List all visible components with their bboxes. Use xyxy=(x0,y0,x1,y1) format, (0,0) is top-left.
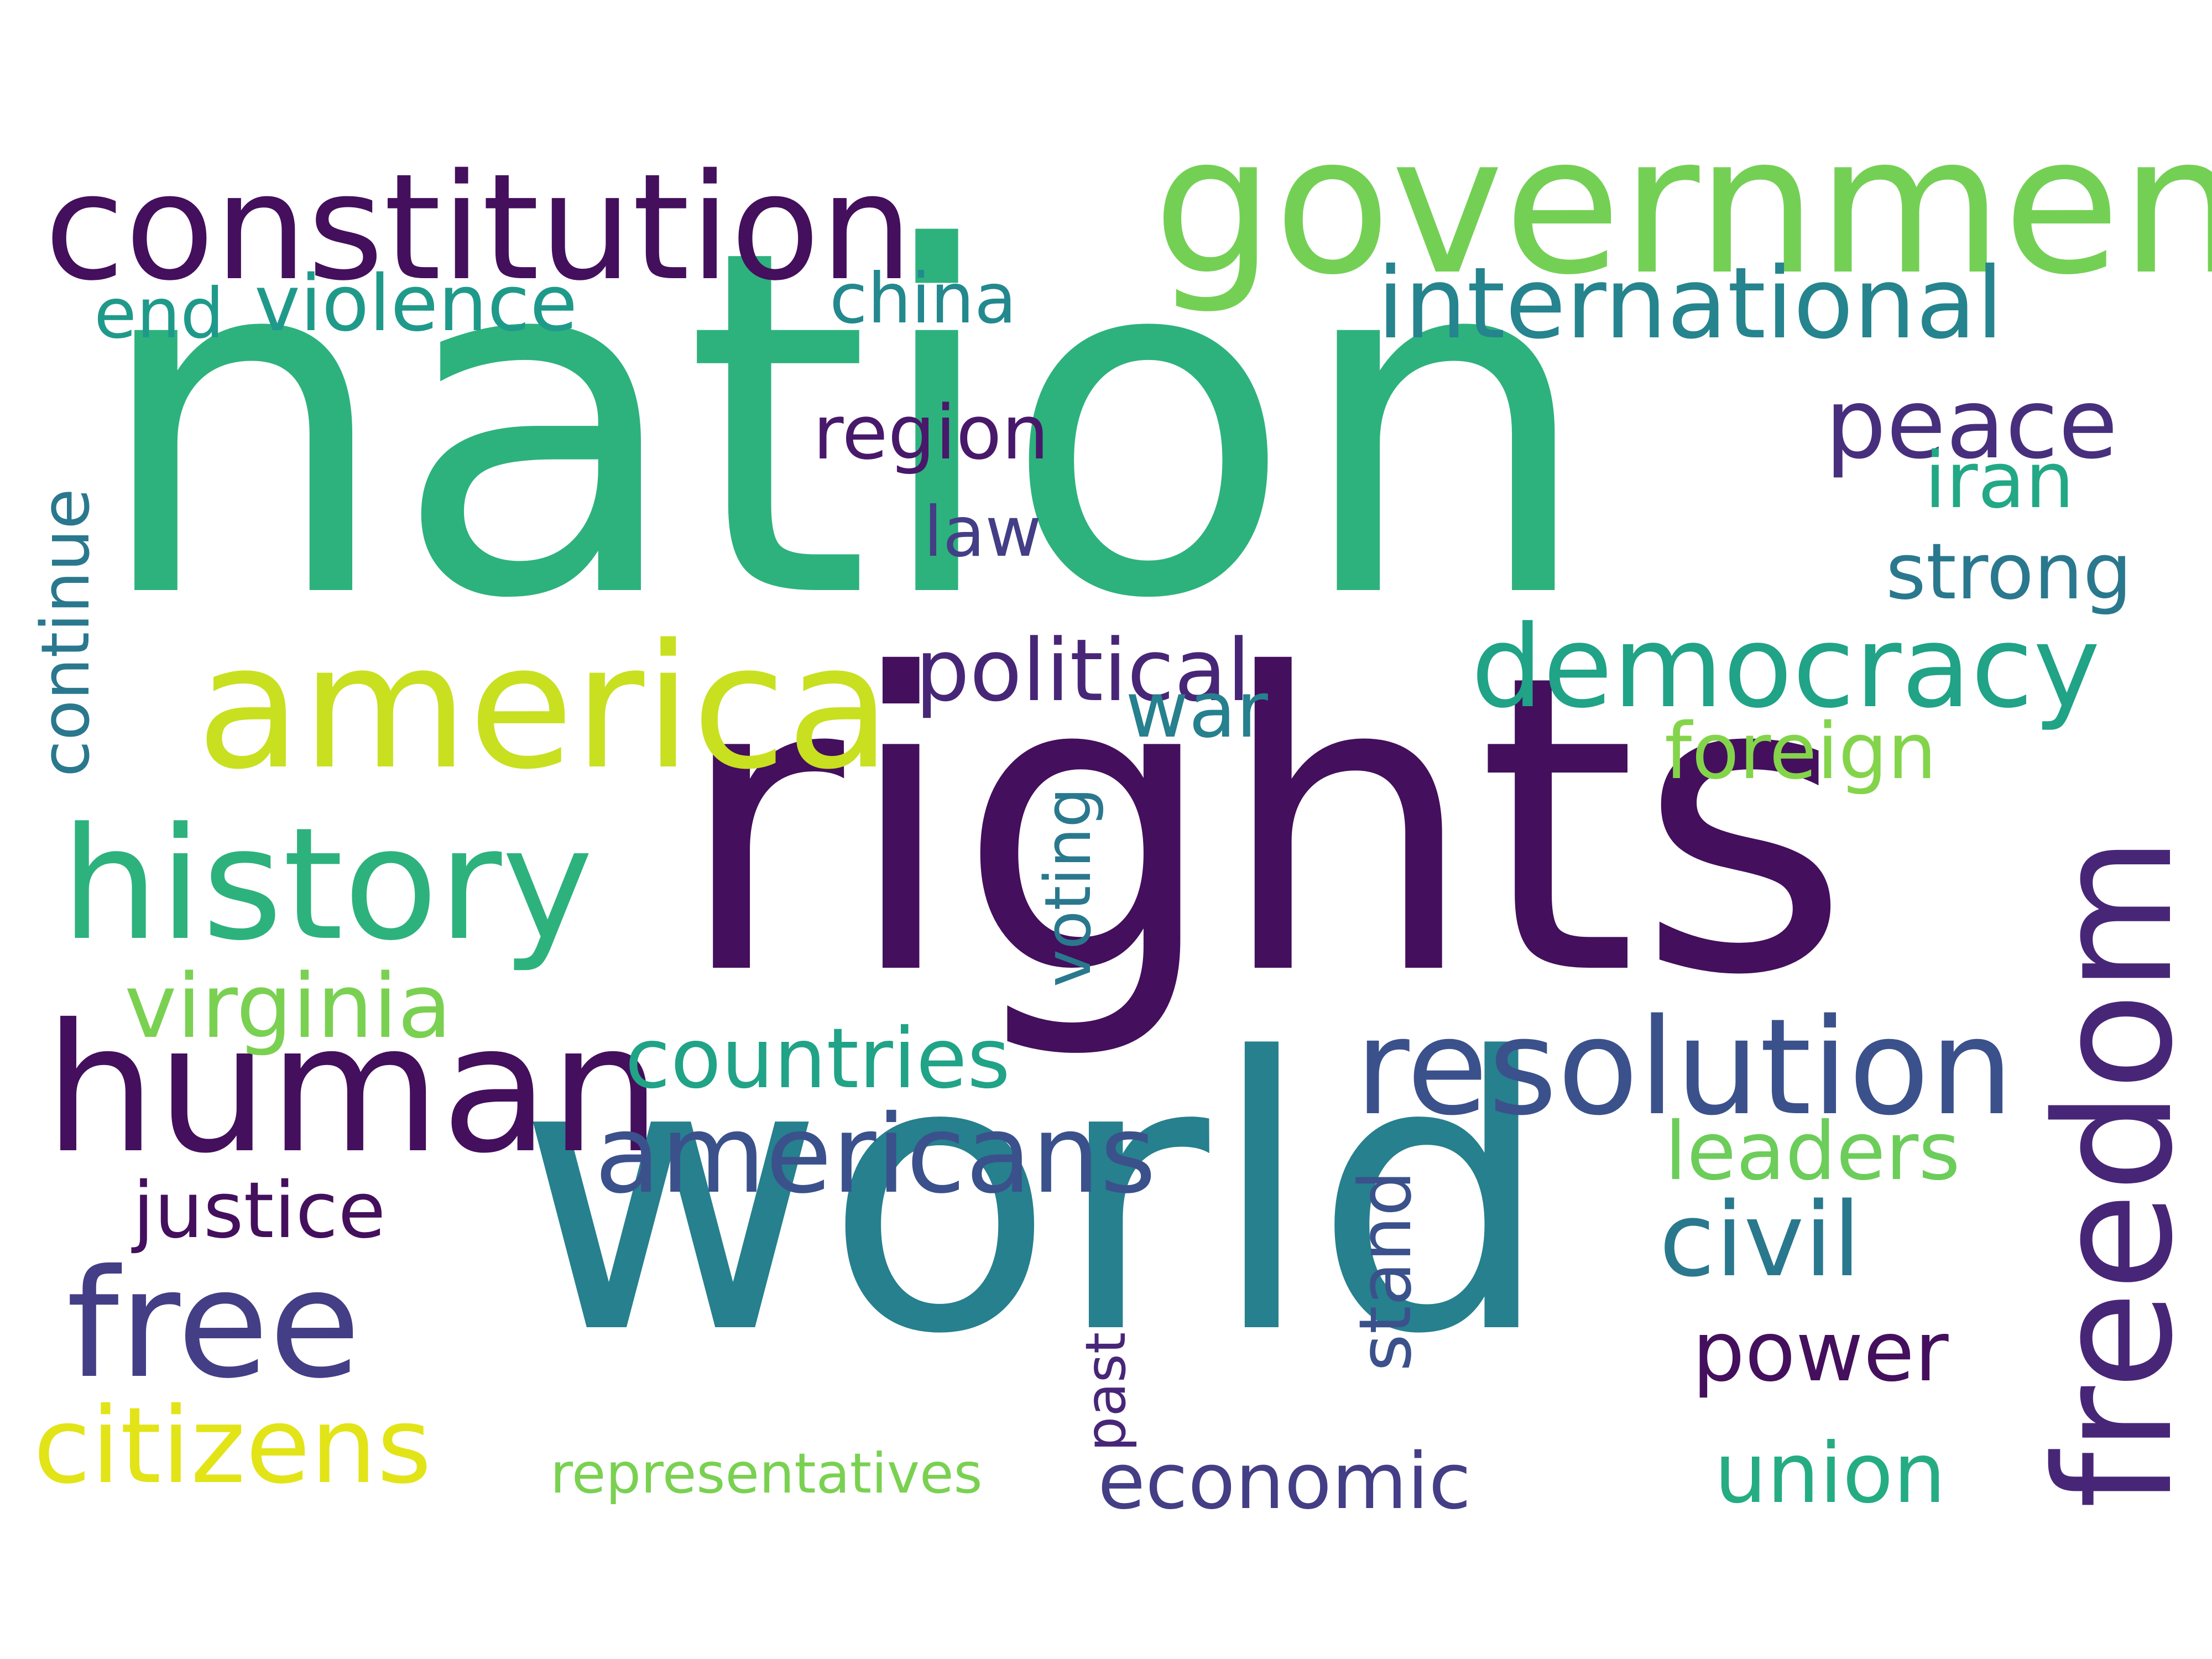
word-constitution: constitution xyxy=(44,143,913,313)
word-leaders: leaders xyxy=(1665,1105,1960,1198)
word-economic: economic xyxy=(1098,1437,1472,1527)
word-past: past xyxy=(1073,1332,1138,1452)
word-world: world xyxy=(517,979,1553,1416)
word-law: law xyxy=(924,492,1042,572)
word-international: international xyxy=(1377,246,2004,361)
word-continue: continue xyxy=(28,488,105,777)
word-war: war xyxy=(1125,665,1268,755)
word-freedom: freedom xyxy=(2022,836,2208,1509)
word-americans: americans xyxy=(594,1092,1156,1217)
word-civil: civil xyxy=(1659,1180,1861,1300)
word-peace: peace xyxy=(1825,368,2118,481)
word-virginia: virginia xyxy=(124,954,452,1058)
word-foreign: foreign xyxy=(1665,707,1937,797)
word-justice: justice xyxy=(133,1166,386,1256)
word-china: china xyxy=(830,259,1017,339)
word-human: human xyxy=(44,987,662,1192)
word-democracy: democracy xyxy=(1471,602,2101,733)
word-resolution: resolution xyxy=(1355,990,2014,1145)
word-countries: countries xyxy=(625,1011,1010,1107)
word-government: government xyxy=(1153,95,2212,317)
word-political: political xyxy=(915,620,1251,721)
word-violence: violence xyxy=(254,259,578,349)
word-stand: stand xyxy=(1343,1170,1427,1371)
word-nation: nation xyxy=(91,149,1595,702)
word-rights: rights xyxy=(676,588,1851,1065)
word-end: end xyxy=(94,274,225,354)
word-iran: iran xyxy=(1924,436,2074,526)
word-power: power xyxy=(1692,1304,1949,1400)
word-region: region xyxy=(813,389,1049,476)
word-citizens: citizens xyxy=(33,1385,432,1507)
word-strong: strong xyxy=(1886,527,2132,617)
word-representatives: representatives xyxy=(550,1441,983,1506)
word-america: america xyxy=(196,608,891,807)
word-history: history xyxy=(61,795,594,975)
word-free: free xyxy=(66,1237,361,1411)
word-union: union xyxy=(1714,1426,1946,1522)
word-voting: voting xyxy=(1031,787,1105,987)
